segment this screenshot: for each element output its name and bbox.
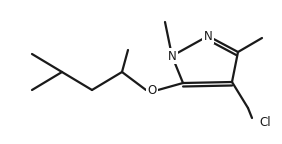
Text: O: O <box>147 84 157 96</box>
Text: Cl: Cl <box>259 115 271 128</box>
Text: N: N <box>204 30 212 42</box>
Text: N: N <box>168 50 176 62</box>
